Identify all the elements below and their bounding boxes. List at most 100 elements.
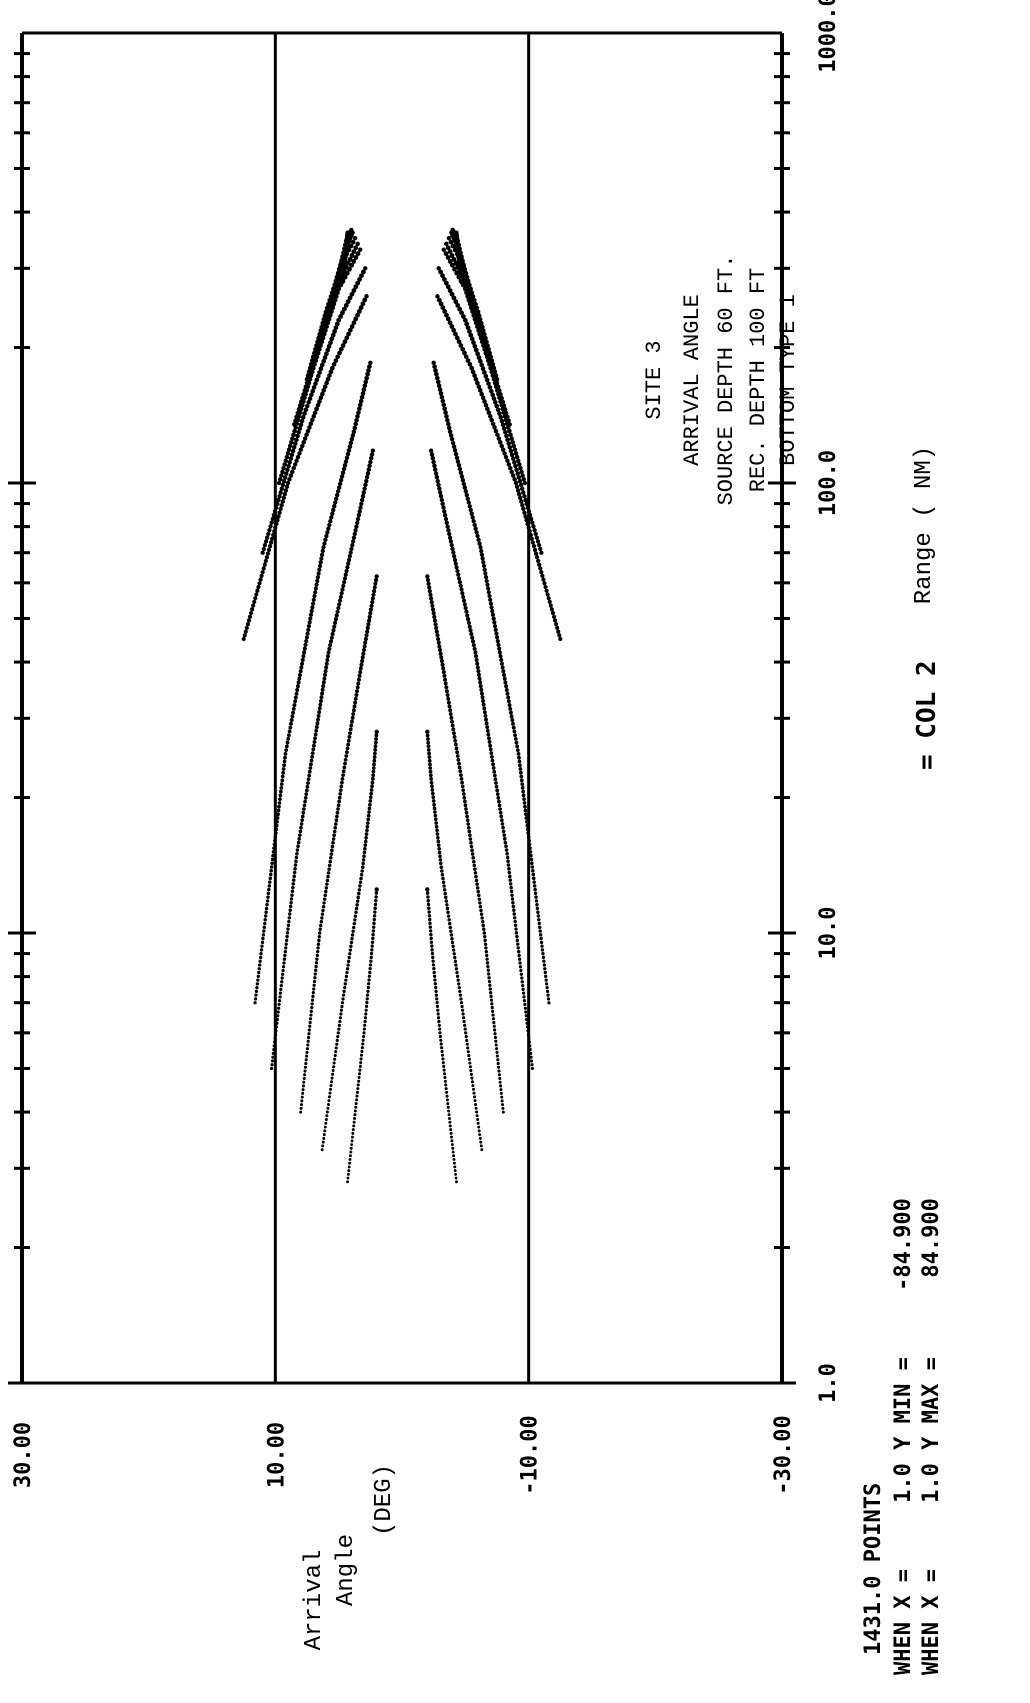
data-point — [313, 586, 318, 591]
data-point — [358, 305, 364, 311]
data-point — [275, 1021, 279, 1025]
data-point — [264, 910, 268, 914]
data-point — [483, 942, 488, 946]
data-point — [500, 447, 506, 452]
data-point — [429, 780, 434, 785]
data-point — [298, 669, 303, 674]
data-point — [455, 1180, 458, 1184]
data-point — [527, 529, 532, 534]
data-point — [344, 974, 349, 979]
data-point — [295, 848, 300, 852]
data-point — [306, 777, 311, 782]
x-tick-label: 10.0 — [816, 907, 841, 960]
data-point — [479, 691, 484, 696]
data-point — [253, 997, 258, 1001]
data-point — [299, 665, 304, 670]
data-point — [368, 456, 374, 461]
data-point — [351, 249, 357, 255]
data-point — [283, 458, 288, 463]
data-point — [254, 989, 259, 994]
data-point — [333, 1053, 337, 1058]
data-point — [465, 1038, 469, 1042]
data-point — [523, 804, 527, 809]
data-point — [536, 543, 542, 548]
title-line-3: SOURCE DEPTH 60 FT. — [714, 255, 739, 506]
data-point — [516, 942, 520, 946]
data-point — [476, 889, 480, 894]
data-point — [358, 505, 363, 510]
data-point — [372, 921, 376, 926]
data-point — [457, 306, 463, 312]
data-point — [339, 1008, 344, 1012]
data-point — [524, 816, 529, 820]
title-line-4: REC. DEPTH 100 FT — [746, 268, 771, 492]
data-point — [520, 785, 525, 790]
data-point — [533, 891, 538, 896]
data-point — [365, 371, 370, 377]
data-point — [306, 1039, 310, 1043]
data-point — [310, 1005, 314, 1010]
data-point — [360, 869, 364, 873]
data-point — [306, 624, 311, 629]
data-point — [488, 354, 494, 360]
data-point — [452, 952, 456, 956]
data-point — [272, 1044, 276, 1048]
data-point — [340, 1001, 345, 1005]
data-point — [366, 817, 371, 822]
data-point — [286, 736, 291, 741]
data-point — [311, 597, 316, 602]
data-point — [451, 1150, 455, 1154]
data-point — [276, 1010, 280, 1014]
data-point — [284, 946, 288, 950]
data-point — [277, 1002, 281, 1007]
data-point — [272, 842, 277, 847]
data-point — [518, 961, 522, 965]
data-point — [321, 1144, 325, 1148]
data-point — [479, 912, 484, 916]
data-point — [345, 970, 349, 975]
data-point — [290, 889, 295, 894]
data-point — [514, 454, 520, 460]
data-point — [444, 1083, 448, 1087]
data-point — [341, 769, 346, 774]
data-point — [340, 1004, 344, 1009]
data-point — [314, 406, 319, 412]
stats-line-3: WHEN X = 1.0 Y MAX = 84.900 — [919, 1198, 944, 1675]
data-point — [368, 611, 373, 616]
data-point — [488, 743, 493, 748]
data-point — [498, 810, 503, 815]
data-point — [480, 1148, 484, 1152]
data-point — [539, 936, 543, 941]
data-point — [433, 368, 438, 373]
data-point — [494, 403, 499, 409]
data-point — [432, 974, 437, 978]
data-point — [530, 861, 534, 866]
data-point — [437, 486, 442, 491]
data-point — [369, 603, 374, 608]
data-point — [345, 565, 350, 570]
data-point — [504, 684, 509, 689]
data-point — [486, 346, 491, 352]
data-point — [499, 1088, 503, 1092]
data-point — [335, 276, 341, 282]
data-point — [364, 1004, 369, 1009]
data-point — [461, 481, 467, 487]
data-point — [321, 908, 325, 913]
data-point — [335, 609, 340, 614]
data-point — [287, 733, 291, 738]
data-point — [257, 970, 261, 975]
data-point — [292, 703, 297, 708]
data-point — [274, 1025, 279, 1029]
data-point — [454, 963, 458, 967]
data-point — [486, 381, 491, 386]
data-point — [426, 740, 431, 745]
data-point — [287, 477, 292, 482]
data-point — [324, 661, 329, 666]
data-point — [343, 986, 347, 990]
data-point — [256, 978, 260, 982]
data-point — [273, 1040, 277, 1044]
data-point — [284, 938, 289, 943]
data-point — [304, 432, 309, 438]
data-point — [331, 298, 337, 304]
data-point — [278, 995, 282, 999]
